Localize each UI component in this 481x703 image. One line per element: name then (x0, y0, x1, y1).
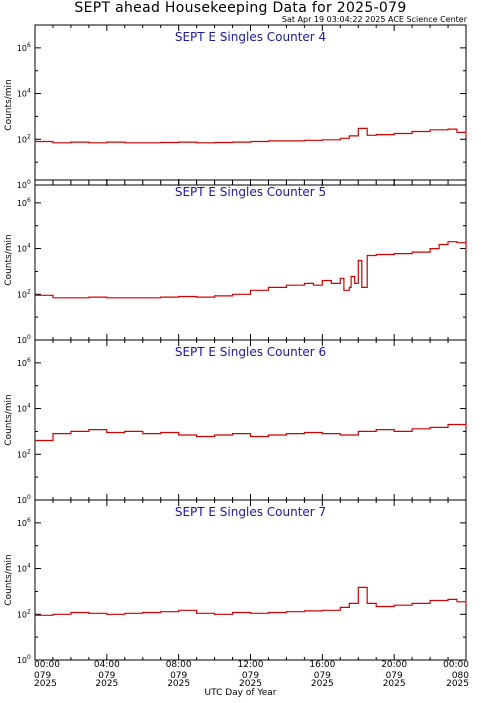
y-tick-label: 10 (17, 496, 27, 505)
panel-title: SEPT E Singles Counter 6 (175, 345, 326, 359)
y-tick-exponent: 4 (27, 243, 31, 250)
y-tick-exponent: 4 (27, 563, 31, 570)
y-tick-exponent: 6 (27, 357, 31, 364)
x-tick-label-time: 00:00 (34, 660, 60, 670)
series-line (35, 423, 467, 442)
y-tick-label: 10 (17, 656, 27, 665)
x-tick-label-year: 2025 (446, 679, 469, 689)
y-tick-exponent: 4 (27, 403, 31, 410)
x-tick-label-doy: 080 (452, 671, 469, 681)
x-tick-label-year: 2025 (239, 679, 262, 689)
panel-title: SEPT E Singles Counter 5 (175, 185, 326, 199)
x-tick-label-doy: 079 (314, 671, 331, 681)
y-tick-label: 10 (17, 450, 27, 459)
y-axis-label: Counts/min (4, 394, 14, 445)
x-tick-label-doy: 079 (98, 671, 115, 681)
panel-frame (34, 339, 467, 501)
y-tick-label: 10 (17, 336, 27, 345)
y-tick-label: 10 (17, 565, 27, 574)
x-tick-label-doy: 079 (34, 671, 51, 681)
y-tick-label: 10 (17, 199, 27, 208)
y-tick-exponent: 0 (27, 334, 31, 341)
panel-frame (34, 499, 467, 661)
y-tick-label: 10 (17, 135, 27, 144)
x-tick-label-time: 12:00 (238, 660, 264, 670)
panel-frame (34, 24, 467, 186)
x-tick-label-time: 20:00 (381, 660, 407, 670)
y-tick-exponent: 2 (27, 133, 31, 140)
y-tick-exponent: 2 (27, 288, 31, 295)
panel-title: SEPT E Singles Counter 4 (175, 30, 326, 44)
y-tick-exponent: 0 (27, 179, 31, 186)
y-tick-label: 10 (17, 90, 27, 99)
y-axis-label: Counts/min (4, 79, 14, 130)
y-tick-exponent: 2 (27, 448, 31, 455)
panel-4 (34, 499, 467, 661)
y-tick-label: 10 (17, 610, 27, 619)
y-tick-label: 10 (17, 181, 27, 190)
y-tick-exponent: 6 (27, 197, 31, 204)
y-tick-exponent: 6 (27, 42, 31, 49)
x-tick-label-doy: 079 (386, 671, 403, 681)
timestamp: Sat Apr 19 03:04:22 2025 ACE Science Cen… (281, 15, 467, 24)
series-line (35, 241, 467, 299)
y-tick-label: 10 (17, 44, 27, 53)
y-tick-exponent: 0 (27, 494, 31, 501)
x-tick-label-year: 2025 (383, 679, 406, 689)
x-tick-label-time: 00:00 (443, 660, 469, 670)
y-tick-exponent: 0 (27, 654, 31, 661)
panel-frame (34, 179, 467, 341)
panel-title: SEPT E Singles Counter 7 (175, 505, 326, 519)
x-tick-label-doy: 079 (242, 671, 259, 681)
x-tick-label-year: 2025 (95, 679, 118, 689)
y-tick-label: 10 (17, 519, 27, 528)
x-tick-label-time: 16:00 (309, 660, 335, 670)
panel-3 (34, 339, 467, 501)
y-tick-exponent: 6 (27, 517, 31, 524)
y-tick-label: 10 (17, 359, 27, 368)
x-tick-label-time: 04:00 (94, 660, 120, 670)
x-tick-label-year: 2025 (34, 679, 57, 689)
series-line (35, 127, 467, 144)
panel-2 (34, 179, 467, 341)
x-tick-label-year: 2025 (311, 679, 334, 689)
y-tick-label: 10 (17, 405, 27, 414)
y-tick-exponent: 4 (27, 88, 31, 95)
page-title: SEPT ahead Housekeeping Data for 2025-07… (74, 0, 407, 16)
y-tick-exponent: 2 (27, 608, 31, 615)
y-tick-label: 10 (17, 245, 27, 254)
y-axis-label: Counts/min (4, 554, 14, 605)
x-tick-label-year: 2025 (167, 679, 190, 689)
x-tick-label-time: 08:00 (166, 660, 192, 670)
y-axis-label: Counts/min (4, 234, 14, 285)
x-axis-label: UTC Day of Year (204, 688, 277, 698)
y-tick-label: 10 (17, 290, 27, 299)
panel-1 (34, 24, 467, 186)
x-tick-label-doy: 079 (170, 671, 187, 681)
series-line (35, 586, 467, 616)
